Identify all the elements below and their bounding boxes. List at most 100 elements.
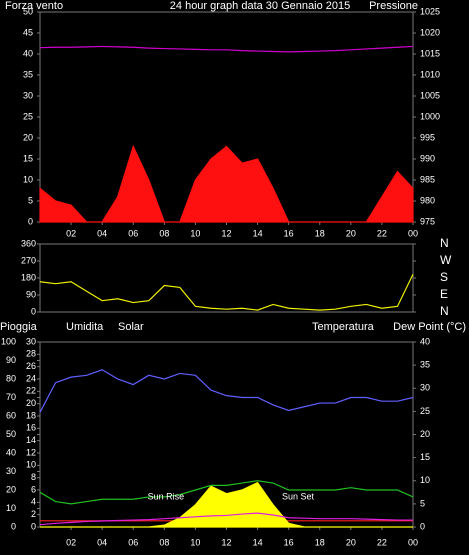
y2-tick-label: 20 (420, 429, 430, 439)
y3-tick-label: 12 (26, 447, 36, 457)
y2-tick-label: 1010 (420, 69, 440, 79)
y2-tick-label: 40 (420, 336, 430, 346)
x-tick-label: 20 (346, 537, 356, 547)
y2-tick-label: N (440, 236, 449, 250)
y3-tick-label: 14 (26, 435, 36, 445)
annotation: Sun Rise (148, 491, 185, 501)
y-axis-label: Forza vento (5, 0, 63, 12)
y-tick-label: 100 (1, 336, 16, 346)
x-tick-label: 12 (221, 537, 231, 547)
y-tick-label: 40 (23, 48, 33, 58)
y-tick-label: 45 (23, 27, 33, 37)
x-tick-label: 08 (159, 537, 169, 547)
y3-tick-label: 22 (26, 386, 36, 396)
y2-tick-label: 10 (420, 475, 430, 485)
y2-tick-label: 1015 (420, 48, 440, 58)
y2-tick-label: 1025 (420, 6, 440, 16)
y2-tick-label: 1005 (420, 90, 440, 100)
y3-tick-label: 24 (26, 373, 36, 383)
y3-tick-label: 2 (31, 509, 36, 519)
x-tick-label: 10 (190, 537, 200, 547)
y2-tick-label: 25 (420, 406, 430, 416)
y-tick-label: 0 (11, 521, 16, 531)
y-tick-label: 360 (21, 238, 36, 248)
x-tick-label: 00 (408, 228, 418, 238)
y2-tick-label: 995 (420, 132, 435, 142)
y2-tick-label: 1000 (420, 111, 440, 121)
y3-tick-label: 18 (26, 410, 36, 420)
line (39, 273, 414, 311)
y3-tick-label: 26 (26, 361, 36, 371)
y3-tick-label: 28 (26, 349, 36, 359)
series-label: Dew Point (°C) (393, 321, 466, 333)
y2-tick-label: 30 (420, 383, 430, 393)
y3-tick-label: 30 (26, 336, 36, 346)
x-tick-label: 12 (221, 228, 231, 238)
x-tick-label: 04 (97, 228, 107, 238)
x-tick-label: 16 (284, 228, 294, 238)
y2-tick-label: 975 (420, 216, 435, 226)
x-tick-label: 10 (190, 228, 200, 238)
annotation: Sun Set (282, 491, 315, 501)
y-tick-label: 10 (6, 503, 16, 513)
y-tick-label: 40 (6, 447, 16, 457)
x-tick-label: 06 (128, 228, 138, 238)
y-tick-label: 20 (23, 132, 33, 142)
y-tick-label: 15 (23, 153, 33, 163)
y2-tick-label: 1020 (420, 27, 440, 37)
line (39, 369, 414, 413)
series-label: Temperatura (312, 321, 375, 333)
y-tick-label: 50 (23, 6, 33, 16)
y-tick-label: 25 (23, 111, 33, 121)
x-tick-label: 06 (128, 537, 138, 547)
x-tick-label: 14 (253, 537, 263, 547)
y2-tick-label: W (440, 253, 452, 267)
y2-tick-label: S (440, 270, 448, 284)
x-tick-label: 18 (315, 228, 325, 238)
y3-tick-label: 16 (26, 423, 36, 433)
y2-tick-label: N (440, 304, 449, 318)
line (39, 480, 414, 505)
x-tick-label: 14 (253, 228, 263, 238)
y-tick-label: 50 (6, 429, 16, 439)
x-tick-label: 02 (66, 537, 76, 547)
plot-frame (39, 243, 414, 313)
area (39, 144, 414, 223)
y2-tick-label: 15 (420, 452, 430, 462)
y-tick-label: 20 (6, 484, 16, 494)
y3-tick-label: 4 (31, 497, 36, 507)
y2-axis-label: Pressione (369, 0, 418, 12)
y-tick-label: 60 (6, 410, 16, 420)
y2-tick-label: 980 (420, 195, 435, 205)
y-tick-label: 0 (28, 216, 33, 226)
y2-tick-label: 0 (420, 521, 425, 531)
y2-tick-label: 985 (420, 174, 435, 184)
y-tick-label: 80 (6, 373, 16, 383)
y3-tick-label: 6 (31, 484, 36, 494)
y2-tick-label: 5 (420, 498, 425, 508)
x-tick-label: 08 (159, 228, 169, 238)
x-tick-label: 16 (284, 537, 294, 547)
y3-tick-label: 10 (26, 460, 36, 470)
line (39, 45, 414, 53)
y3-tick-label: 8 (31, 472, 36, 482)
x-tick-label: 20 (346, 228, 356, 238)
y-tick-label: 30 (6, 466, 16, 476)
y-tick-label: 270 (21, 255, 36, 265)
y-tick-label: 10 (23, 174, 33, 184)
x-tick-label: 04 (97, 537, 107, 547)
y-tick-label: 90 (6, 355, 16, 365)
x-tick-label: 18 (315, 537, 325, 547)
x-tick-label: 22 (377, 537, 387, 547)
y3-tick-label: 20 (26, 398, 36, 408)
y-tick-label: 0 (31, 306, 36, 316)
y2-tick-label: E (440, 287, 448, 301)
y-tick-label: 90 (26, 289, 36, 299)
area (40, 481, 413, 528)
x-tick-label: 02 (66, 228, 76, 238)
y2-tick-label: 990 (420, 153, 435, 163)
y-tick-label: 70 (6, 392, 16, 402)
chart-title: 24 hour graph data 30 Gennaio 2015 (170, 0, 350, 12)
y-tick-label: 35 (23, 69, 33, 79)
